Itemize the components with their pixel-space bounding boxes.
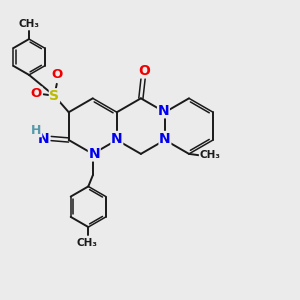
Text: CH₃: CH₃ [200,150,220,161]
Text: N: N [159,131,171,146]
Text: CH₃: CH₃ [19,19,40,29]
Text: N: N [38,131,50,146]
Text: CH₃: CH₃ [76,238,97,248]
Text: H: H [31,124,42,136]
Text: N: N [88,147,100,161]
Text: O: O [138,64,150,78]
Text: S: S [50,89,59,103]
Text: O: O [52,68,63,81]
Text: N: N [158,104,169,118]
Text: N: N [111,131,123,146]
Text: O: O [31,87,42,100]
